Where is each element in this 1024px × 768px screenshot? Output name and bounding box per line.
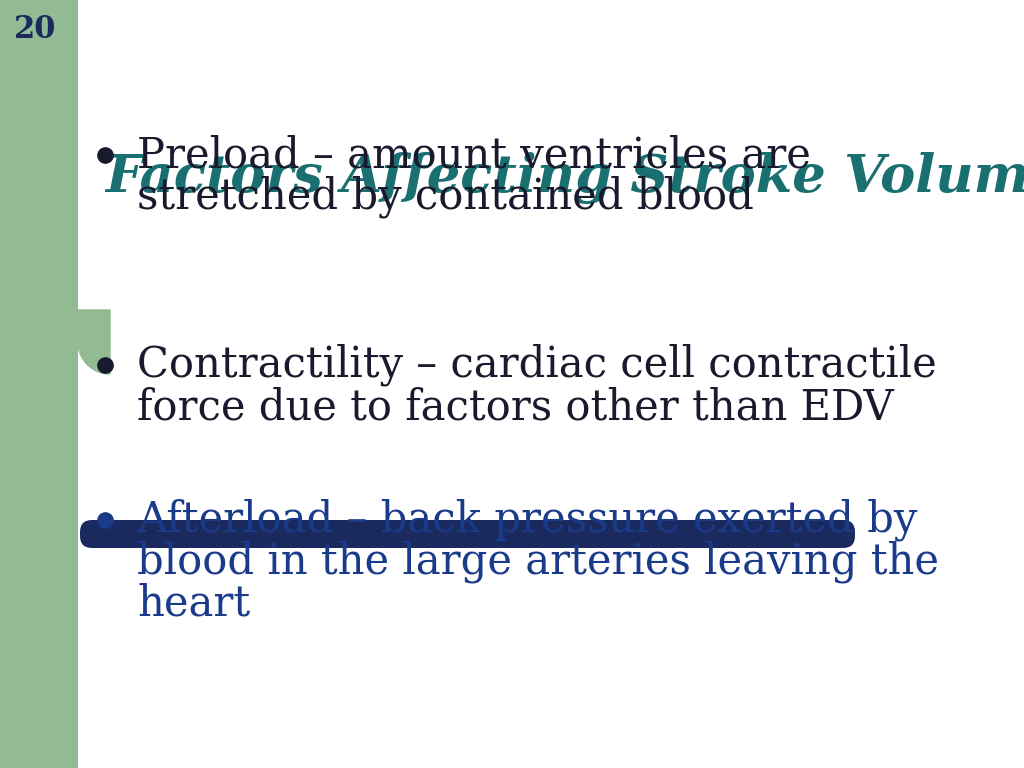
Text: Preload – amount ventricles are: Preload – amount ventricles are: [137, 134, 811, 176]
Text: Afterload – back pressure exerted by: Afterload – back pressure exerted by: [137, 498, 918, 541]
Text: Factors Affecting Stroke Volume: Factors Affecting Stroke Volume: [105, 152, 1024, 204]
Text: 20: 20: [13, 15, 56, 45]
Bar: [0, 0, 360, 310]
Text: Contractility – cardiac cell contractile: Contractility – cardiac cell contractile: [137, 344, 937, 386]
Text: stretched by contained blood: stretched by contained blood: [137, 176, 754, 218]
Bar: [0, 0, 78, 768]
Text: force due to factors other than EDV: force due to factors other than EDV: [137, 386, 894, 428]
FancyBboxPatch shape: [80, 520, 855, 548]
Text: heart: heart: [137, 583, 250, 625]
Bar: [78, 0, 360, 310]
Text: blood in the large arteries leaving the: blood in the large arteries leaving the: [137, 541, 939, 583]
Polygon shape: [78, 310, 110, 374]
